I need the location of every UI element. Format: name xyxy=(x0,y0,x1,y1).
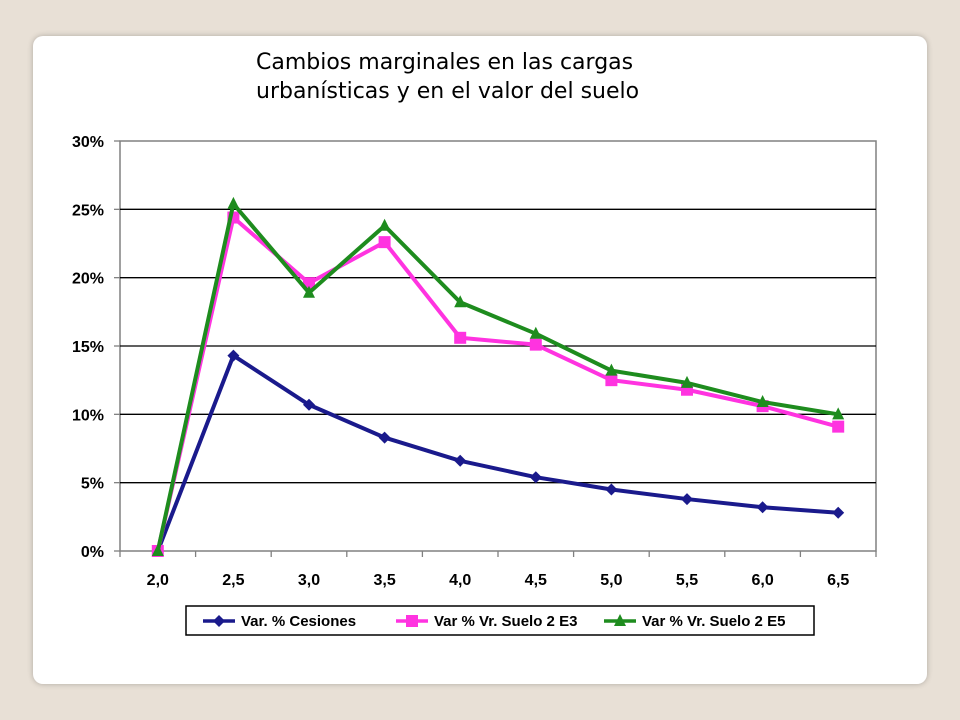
x-tick-label: 4,0 xyxy=(449,572,471,589)
data-point xyxy=(378,218,391,231)
y-tick-label: 20% xyxy=(72,271,104,288)
y-tick-label: 10% xyxy=(72,407,104,424)
data-point xyxy=(605,374,618,387)
legend-marker xyxy=(406,615,418,627)
series-lines xyxy=(151,196,845,557)
data-point xyxy=(832,407,845,420)
x-tick-label: 5,5 xyxy=(676,572,698,589)
y-tick-labels: 0% 5% 10% 15% 20% 25% 30% xyxy=(72,134,104,561)
data-point xyxy=(756,501,769,514)
x-tick-label: 6,0 xyxy=(751,572,773,589)
data-point xyxy=(529,471,542,484)
x-tick-label: 3,5 xyxy=(373,572,395,589)
y-tick-label: 15% xyxy=(72,339,104,356)
y-tick-label: 5% xyxy=(81,476,104,493)
data-point xyxy=(378,431,391,444)
data-point xyxy=(454,454,467,467)
legend-marker xyxy=(213,615,225,627)
chart-title-line-2: urbanísticas y en el valor del suelo xyxy=(256,79,640,104)
x-tick-label: 2,5 xyxy=(222,572,244,589)
legend-label: Var. % Cesiones xyxy=(241,613,356,630)
data-point xyxy=(378,236,391,249)
y-tick-label: 30% xyxy=(72,134,104,151)
data-point xyxy=(529,326,542,339)
legend-label: Var % Vr. Suelo 2 E5 xyxy=(642,613,785,630)
x-tick-labels: 2,0 2,5 3,0 3,5 4,0 4,5 5,0 5,5 6,0 6,5 xyxy=(147,572,850,589)
legend-label: Var % Vr. Suelo 2 E3 xyxy=(434,613,577,630)
x-tick-label: 4,5 xyxy=(525,572,547,589)
legend: Var. % Cesiones Var % Vr. Suelo 2 E3 Var %… xyxy=(185,605,815,636)
x-tick-label: 2,0 xyxy=(147,572,169,589)
data-point xyxy=(227,349,240,362)
data-point xyxy=(605,363,618,376)
data-point xyxy=(756,395,769,408)
y-tick-label: 25% xyxy=(72,202,104,219)
chart-title: Cambios marginales en las cargas urbanís… xyxy=(256,48,856,106)
series-line xyxy=(155,353,839,552)
data-point xyxy=(303,285,315,298)
series-3 xyxy=(151,196,845,556)
x-tick-label: 6,5 xyxy=(827,572,849,589)
data-point xyxy=(605,483,618,496)
data-point xyxy=(151,544,164,556)
data-point xyxy=(681,375,693,388)
data-point xyxy=(303,398,315,411)
data-point xyxy=(529,338,542,351)
x-tick-marks xyxy=(119,551,877,557)
data-point xyxy=(227,196,240,209)
x-tick-label: 3,0 xyxy=(298,572,320,589)
series-line xyxy=(155,201,839,552)
legend-item-2: Var % Vr. Suelo 2 E3 xyxy=(396,613,577,630)
data-point xyxy=(681,493,693,506)
data-point xyxy=(454,331,467,344)
legend-item-1: Var. % Cesiones xyxy=(203,613,356,630)
data-point xyxy=(832,506,845,519)
chart-title-line-1: Cambios marginales en las cargas xyxy=(256,50,634,75)
data-point xyxy=(832,420,845,433)
legend-box xyxy=(185,605,815,636)
y-tick-label: 0% xyxy=(81,544,104,561)
legend-marker xyxy=(614,614,626,626)
grid-lines xyxy=(114,140,876,552)
x-tick-label: 5,0 xyxy=(600,572,622,589)
data-point xyxy=(454,295,467,308)
legend-item-3: Var % Vr. Suelo 2 E5 xyxy=(604,613,785,630)
